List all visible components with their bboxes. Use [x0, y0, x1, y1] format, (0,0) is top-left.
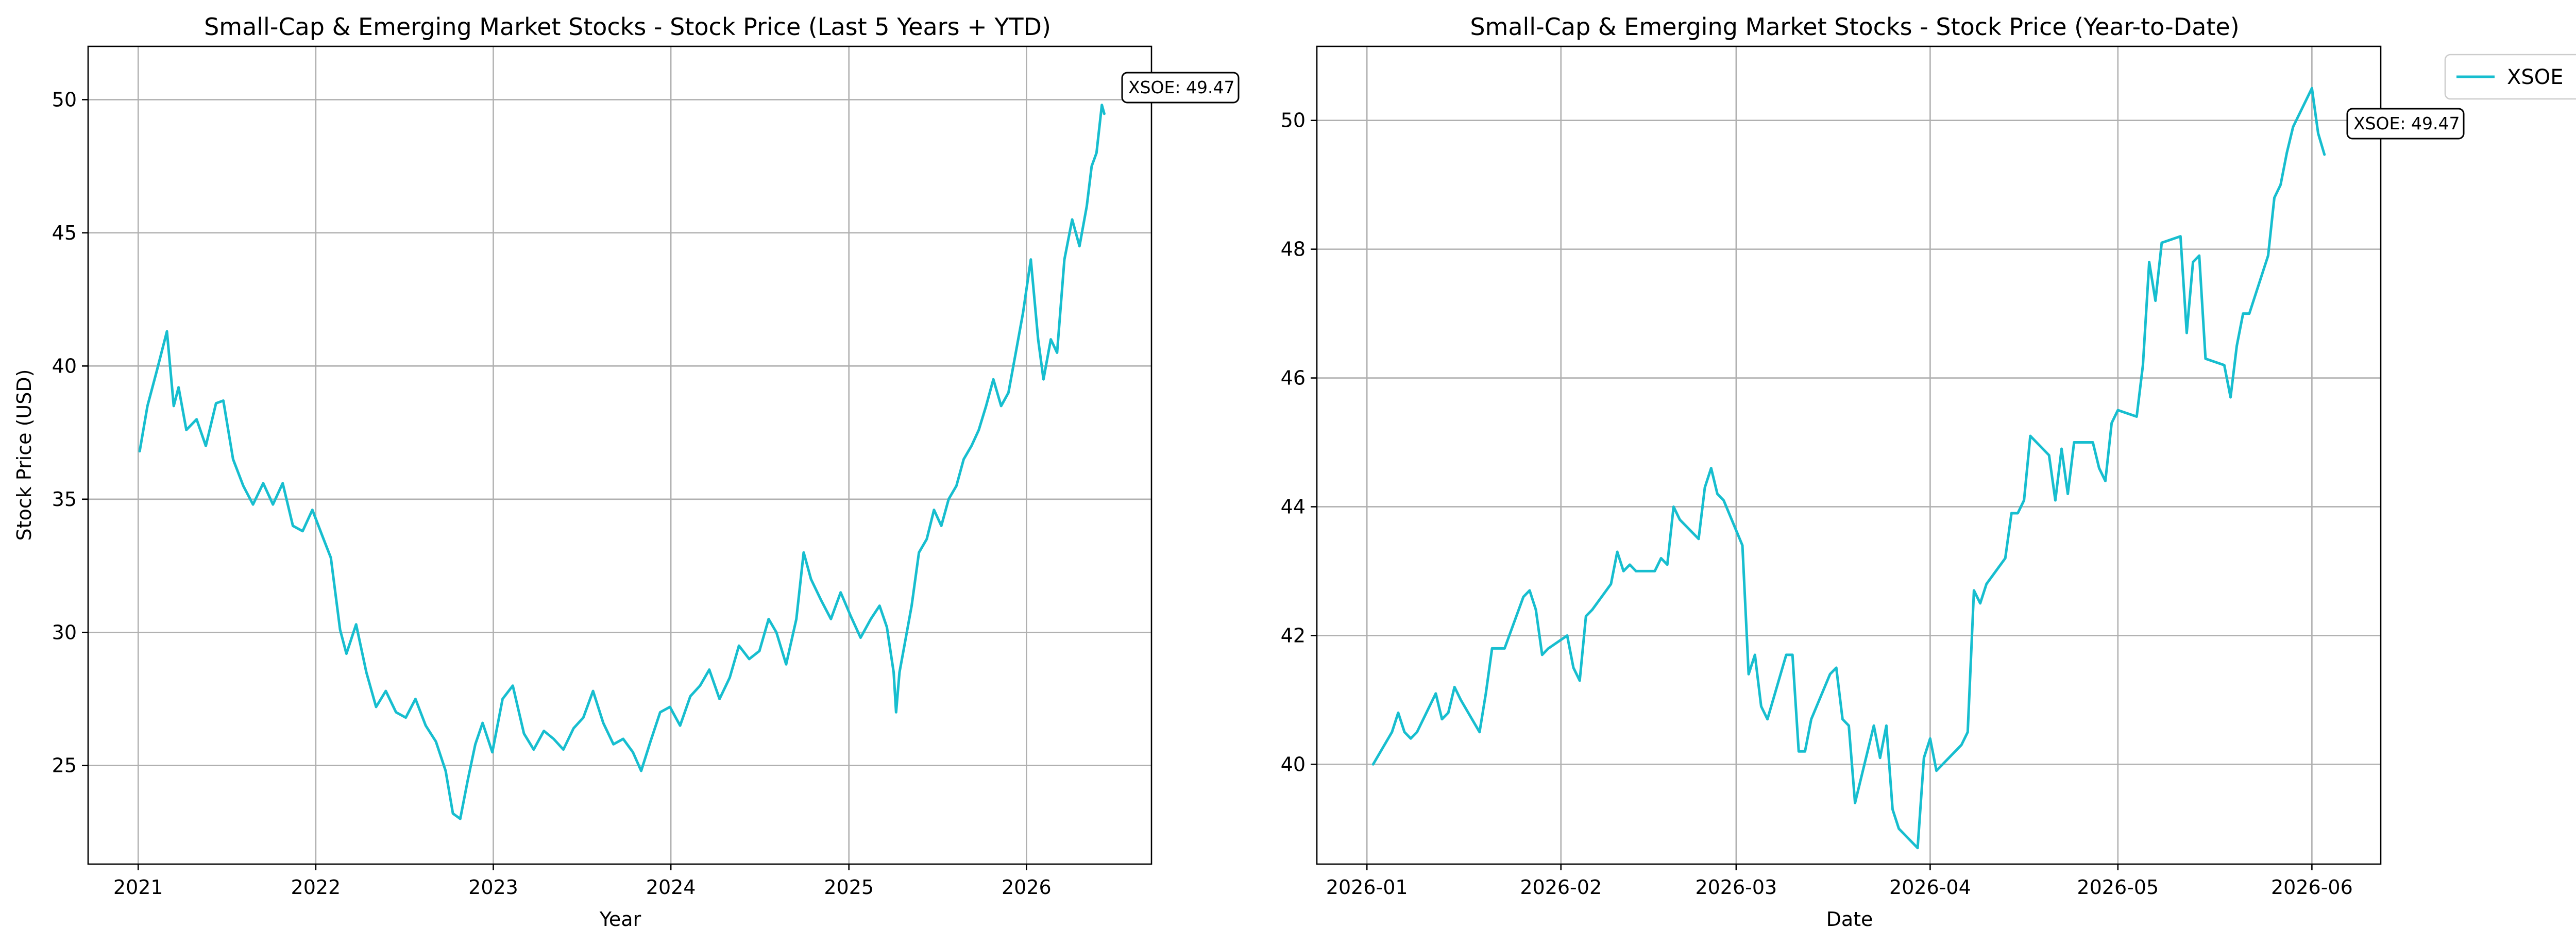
chart-left-frame [87, 45, 1153, 865]
chart-left-xtick-label: 2022 [291, 876, 341, 899]
chart-right-annotation-text: XSOE: 49.47 [2353, 113, 2460, 133]
chart-right-xtick-label: 2026-02 [1520, 876, 1602, 899]
chart-left-xtick-label: 2026 [1002, 876, 1052, 899]
chart-left-ticks: 2021 2022 2023 2024 2025 2026 25 30 35 40 45 50 [52, 88, 1052, 899]
chart-left-series-line-0 [138, 104, 1106, 820]
chart-left-title: Small-Cap & Emerging Market Stocks - Sto… [204, 13, 1051, 41]
chart-left-ytick-label: 30 [52, 621, 77, 644]
chart-right-series-group [1371, 87, 2326, 850]
chart-left-ylabel: Stock Price (USD) [13, 369, 36, 541]
chart-right-frame [1316, 45, 2382, 865]
chart-right-ytick-label: 48 [1281, 238, 1306, 261]
chart-left-annotation-box [1121, 72, 1240, 104]
chart-right: Small-Cap & Emerging Market Stocks - Sto… [1281, 13, 2576, 931]
chart-left-grid [88, 46, 1151, 864]
chart-right-annotation: XSOE: 49.47 [2346, 108, 2465, 140]
chart-right-xtick-label: 2026-05 [2077, 876, 2159, 899]
chart-right-xtick-label: 2026-06 [2271, 876, 2353, 899]
chart-left-xtick-label: 2024 [646, 876, 696, 899]
chart-right-ytick-label: 50 [1281, 109, 1306, 132]
chart-right-series-line-0 [1371, 87, 2326, 850]
chart-left-series-group [138, 104, 1106, 820]
chart-right-grid [1317, 46, 2381, 864]
chart-right-annotation-box [2346, 108, 2465, 140]
chart-left-annotation: XSOE: 49.47 [1121, 72, 1240, 104]
chart-right-xtick-label: 2026-03 [1695, 876, 1777, 899]
chart-right-xtick-label: 2026-01 [1326, 876, 1408, 899]
chart-right-ytick-label: 40 [1281, 753, 1306, 775]
chart-left-ytick-label: 40 [52, 355, 77, 377]
chart-left-xlabel: Year [599, 908, 641, 931]
chart-left-ytick-label: 45 [52, 222, 77, 244]
chart-left-xtick-label: 2023 [468, 876, 518, 899]
chart-left-annotation-text: XSOE: 49.47 [1128, 77, 1234, 97]
chart-right-title: Small-Cap & Emerging Market Stocks - Sto… [1470, 13, 2239, 41]
chart-left-xtick-label: 2025 [824, 876, 874, 899]
chart-right-xlabel: Date [1826, 908, 1873, 931]
chart-left: Small-Cap & Emerging Market Stocks - Sto… [13, 13, 1240, 931]
chart-right-ticks: 2026-01 2026-02 2026-03 2026-04 2026-05 2026-… [1281, 109, 2353, 899]
chart-left-ytick-label: 35 [52, 488, 77, 511]
legend-box [2444, 54, 2576, 100]
legend-label-xsoe: XSOE [2507, 65, 2564, 89]
chart-right-legend: XSOE [2444, 54, 2576, 100]
chart-right-ytick-label: 44 [1281, 495, 1306, 518]
chart-left-ytick-label: 50 [52, 88, 77, 111]
chart-right-ytick-label: 42 [1281, 624, 1306, 647]
chart-right-ytick-label: 46 [1281, 367, 1306, 390]
chart-left-ytick-label: 25 [52, 754, 77, 777]
chart-left-xtick-label: 2021 [113, 876, 163, 899]
chart-right-xtick-label: 2026-04 [1889, 876, 1971, 899]
